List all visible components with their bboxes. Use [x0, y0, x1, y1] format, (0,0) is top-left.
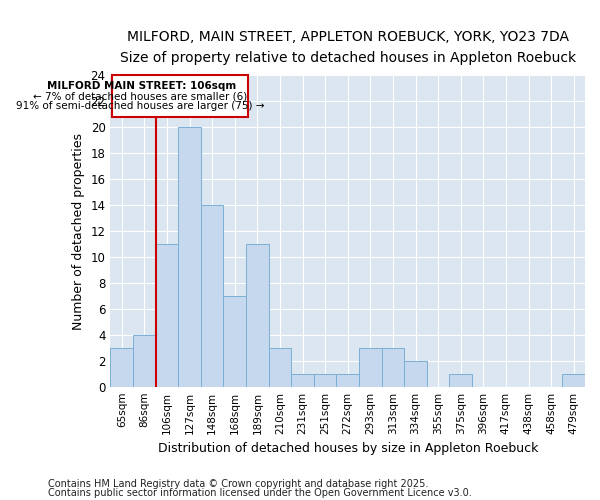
Bar — [133, 335, 155, 386]
Bar — [178, 128, 201, 386]
Title: MILFORD, MAIN STREET, APPLETON ROEBUCK, YORK, YO23 7DA
Size of property relative: MILFORD, MAIN STREET, APPLETON ROEBUCK, … — [119, 30, 576, 64]
Bar — [449, 374, 472, 386]
Bar — [246, 244, 269, 386]
Bar — [382, 348, 404, 387]
Bar — [201, 205, 223, 386]
FancyBboxPatch shape — [112, 76, 248, 117]
Text: Contains public sector information licensed under the Open Government Licence v3: Contains public sector information licen… — [48, 488, 472, 498]
Text: Contains HM Land Registry data © Crown copyright and database right 2025.: Contains HM Land Registry data © Crown c… — [48, 479, 428, 489]
Bar — [337, 374, 359, 386]
Text: 91% of semi-detached houses are larger (75) →: 91% of semi-detached houses are larger (… — [16, 102, 264, 112]
Y-axis label: Number of detached properties: Number of detached properties — [72, 132, 85, 330]
Bar — [269, 348, 291, 387]
Bar — [110, 348, 133, 387]
Text: MILFORD MAIN STREET: 106sqm: MILFORD MAIN STREET: 106sqm — [47, 82, 237, 92]
Text: ← 7% of detached houses are smaller (6): ← 7% of detached houses are smaller (6) — [33, 92, 247, 102]
Bar — [291, 374, 314, 386]
Bar — [155, 244, 178, 386]
Bar — [359, 348, 382, 387]
Bar — [562, 374, 585, 386]
Bar — [223, 296, 246, 386]
Bar — [314, 374, 337, 386]
X-axis label: Distribution of detached houses by size in Appleton Roebuck: Distribution of detached houses by size … — [158, 442, 538, 455]
Bar — [404, 360, 427, 386]
